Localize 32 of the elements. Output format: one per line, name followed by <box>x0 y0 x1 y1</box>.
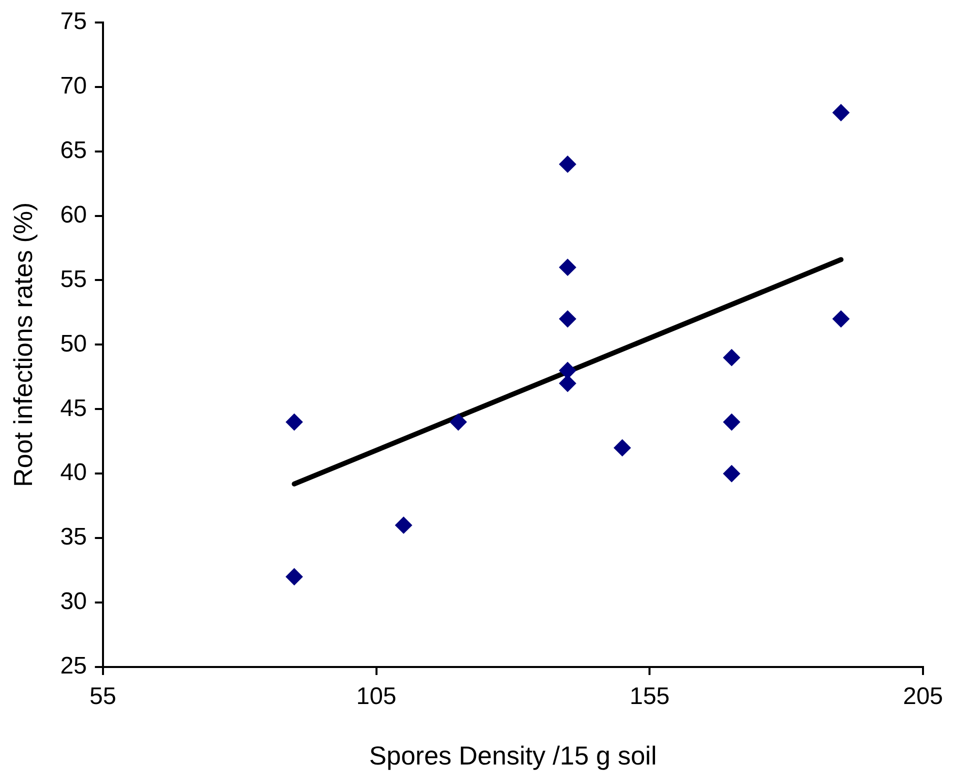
y-axis-title: Root infections rates (%) <box>8 202 38 488</box>
point <box>559 310 576 328</box>
point <box>723 349 740 366</box>
point <box>723 414 740 431</box>
point <box>559 258 576 276</box>
y-tick-label: 70 <box>60 72 87 100</box>
point <box>559 156 576 173</box>
x-axis-title: Spores Density /15 g soil <box>369 740 657 771</box>
y-tick-label: 55 <box>60 266 87 293</box>
point <box>832 104 850 122</box>
point <box>450 414 467 431</box>
point <box>614 439 631 456</box>
point <box>286 568 303 586</box>
y-tick-label: 35 <box>60 524 87 551</box>
y-tick-label: 75 <box>60 8 87 36</box>
x-tick-label: 105 <box>356 683 396 710</box>
point <box>723 465 740 482</box>
y-tick-label: 50 <box>60 330 87 358</box>
x-tick-label: 155 <box>630 683 670 710</box>
y-tick-label: 25 <box>60 652 87 680</box>
point <box>832 310 850 328</box>
x-tick-label: 55 <box>90 683 116 710</box>
point <box>395 516 412 534</box>
point <box>286 414 303 431</box>
point <box>559 374 576 392</box>
y-tick-label: 45 <box>60 394 87 422</box>
y-tick-label: 30 <box>60 588 87 616</box>
x-tick-label: 205 <box>902 683 944 710</box>
y-tick-label: 40 <box>60 459 87 486</box>
y-tick-label: 60 <box>60 201 87 228</box>
point <box>559 362 576 379</box>
y-tick-label: 65 <box>60 136 87 164</box>
